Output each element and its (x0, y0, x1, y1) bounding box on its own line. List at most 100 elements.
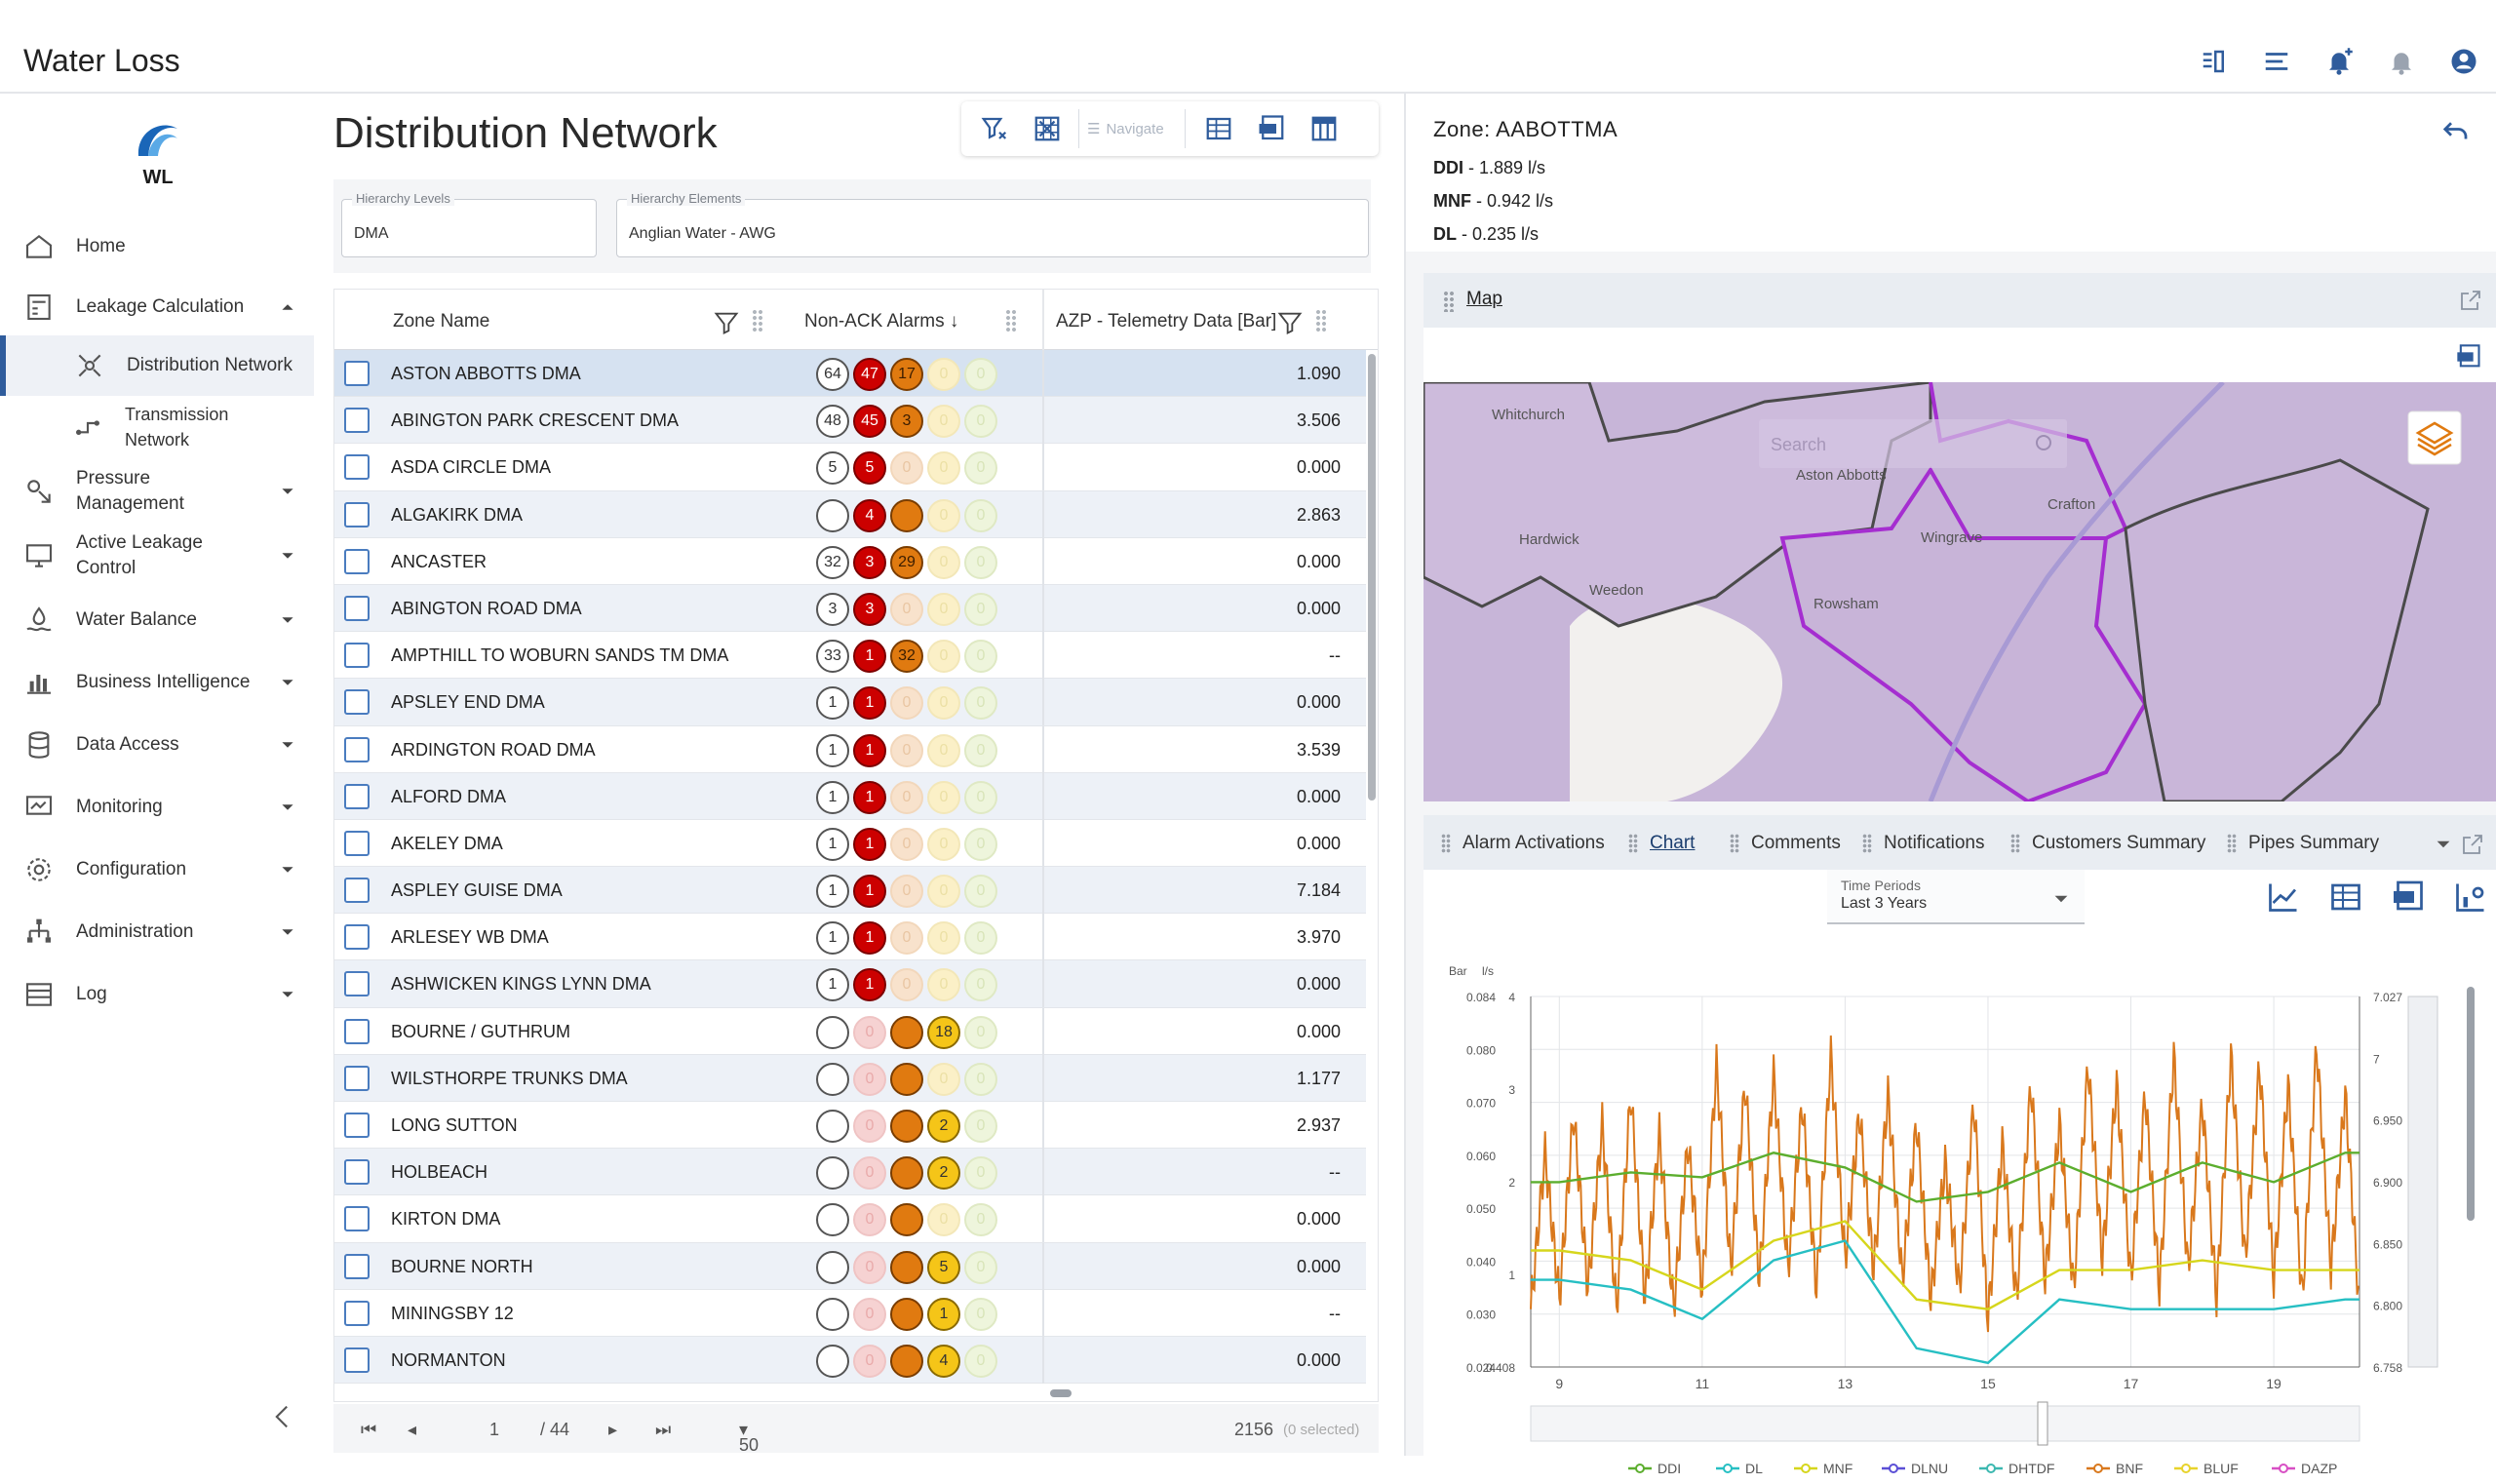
tab-alarm-activations[interactable]: Alarm Activations (1441, 833, 1605, 854)
row-checkbox[interactable] (344, 830, 370, 856)
map-tab[interactable]: Map (1466, 289, 1502, 309)
sidebar-item-business-intelligence[interactable]: Business Intelligence (0, 651, 314, 714)
row-checkbox[interactable] (344, 1206, 370, 1232)
time-series-chart[interactable]: 9 11 13 15 17 190.0840.0800.0700.0600.0500.04… (1424, 938, 2496, 1484)
row-checkbox[interactable] (344, 1300, 370, 1326)
sidebar-item-monitoring[interactable]: Monitoring (0, 776, 314, 839)
table-row[interactable]: ARLESEY WB DMA 1 1 0 0 0 3.970 (334, 914, 1366, 961)
page-size-select[interactable]: 50 ▾ (739, 1420, 760, 1455)
table-row[interactable]: ALFORD DMA 1 1 0 0 0 0.000 (334, 772, 1366, 820)
sidebar-item-active-leakage-control[interactable]: Active Leakage Control (0, 525, 314, 587)
table-row[interactable]: ARDINGTON ROAD DMA 1 1 0 0 0 3.539 (334, 725, 1366, 773)
table-row[interactable]: ASDA CIRCLE DMA 5 5 0 0 0 0.000 (334, 444, 1366, 491)
row-checkbox[interactable] (344, 643, 370, 669)
table-row[interactable]: LONG SUTTON 0 2 0 2.937 (334, 1102, 1366, 1150)
table-row[interactable]: HOLBEACH 0 2 0 -- (334, 1149, 1366, 1196)
page-number-input[interactable]: 1 (489, 1420, 500, 1439)
first-page-icon[interactable]: ⏮ (361, 1420, 377, 1439)
tab-customers-summary[interactable]: Customers Summary (2010, 833, 2205, 854)
hierarchy-elements-select[interactable]: Hierarchy Elements Anglian Water - AWG (616, 191, 1369, 257)
sidebar-item-home[interactable]: Home (0, 218, 314, 275)
row-checkbox[interactable] (344, 1347, 370, 1373)
export-pdf-button[interactable] (1252, 109, 1291, 148)
popout-icon[interactable] (2461, 833, 2484, 856)
sidebar-item-leakage-calculation[interactable]: Leakage Calculation (0, 279, 314, 335)
chevron-left-icon[interactable] (271, 1404, 292, 1429)
chart-settings-button[interactable] (2453, 879, 2488, 915)
drag-handle-icon[interactable] (1443, 291, 1455, 312)
table-row[interactable]: ABINGTON PARK CRESCENT DMA 48 45 3 0 0 3.506 (334, 397, 1366, 445)
table-row[interactable]: APSLEY END DMA 1 1 0 0 0 0.000 (334, 679, 1366, 726)
table-row[interactable]: BOURNE / GUTHRUM 0 18 0 0.000 (334, 1007, 1366, 1055)
sidebar-item-water-balance[interactable]: Water Balance (0, 589, 314, 651)
table-row[interactable]: ASTON ABBOTTS DMA 64 47 17 0 0 1.090 (334, 350, 1366, 398)
filter-icon[interactable] (713, 309, 740, 336)
layers-button[interactable] (2407, 410, 2462, 465)
table-row[interactable]: AKELEY DMA 1 1 0 0 0 0.000 (334, 819, 1366, 868)
map-search-box[interactable] (1759, 419, 2067, 468)
chart-pdf-button[interactable] (2391, 879, 2426, 915)
next-page-icon[interactable]: ▸ (608, 1420, 618, 1439)
sidebar-item-transmission-network[interactable]: Transmission Network (0, 396, 314, 458)
chart-line-button[interactable] (2266, 879, 2301, 915)
last-page-icon[interactable]: ⏭ (655, 1420, 672, 1439)
clear-filter-button[interactable] (975, 109, 1014, 148)
list-icon[interactable] (2262, 47, 2291, 76)
user-icon[interactable] (2449, 47, 2478, 76)
row-checkbox[interactable] (344, 689, 370, 716)
table-row[interactable]: NORMANTON 0 4 0 0.000 (334, 1336, 1366, 1385)
prev-page-icon[interactable]: ◂ (408, 1420, 417, 1439)
table-row[interactable]: MININGSBY 12 0 1 0 -- (334, 1289, 1366, 1337)
row-checkbox[interactable] (344, 924, 370, 951)
horizontal-scrollbar[interactable] (1050, 1389, 1072, 1397)
row-checkbox[interactable] (344, 783, 370, 809)
row-checkbox[interactable] (344, 736, 370, 762)
column-chooser-button[interactable] (1305, 109, 1344, 148)
table-row[interactable]: WILSTHORPE TRUNKS DMA 0 0 0 1.177 (334, 1054, 1366, 1102)
sidebar-item-administration[interactable]: Administration (0, 901, 314, 963)
bell-icon[interactable] (2387, 47, 2416, 76)
table-row[interactable]: ABINGTON ROAD DMA 3 3 0 0 0 0.000 (334, 584, 1366, 633)
row-checkbox[interactable] (344, 548, 370, 574)
popout-icon[interactable] (2459, 289, 2482, 312)
chevron-down-icon[interactable] (2436, 837, 2451, 852)
navigate-button[interactable]: ☰ Navigate (1078, 109, 1186, 148)
column-header-alarms[interactable]: Non-ACK Alarms ↓ (804, 311, 959, 332)
hierarchy-levels-select[interactable]: Hierarchy Levels DMA (341, 191, 597, 257)
row-checkbox[interactable] (344, 595, 370, 621)
row-checkbox[interactable] (344, 1253, 370, 1279)
table-row[interactable]: ANCASTER 32 3 29 0 0 0.000 (334, 537, 1366, 585)
time-period-select[interactable]: Time Periods Last 3 Years (1827, 870, 2085, 924)
table-row[interactable]: ALGAKIRK DMA 4 0 0 2.863 (334, 490, 1366, 538)
drag-handle-icon[interactable] (752, 309, 763, 332)
sidebar-item-log[interactable]: Log (0, 963, 314, 1026)
row-checkbox[interactable] (344, 361, 370, 386)
tab-notifications[interactable]: Notifications (1862, 833, 1985, 854)
table-row[interactable]: ASPLEY GUISE DMA 1 1 0 0 0 7.184 (334, 867, 1366, 915)
column-header-azp[interactable]: AZP - Telemetry Data [Bar] (1056, 311, 1277, 332)
filter-icon[interactable] (1276, 309, 1304, 336)
map-canvas[interactable]: Search Whitchurch Aston Abbotts Hardwick We… (1424, 382, 2496, 801)
tab-pipes-summary[interactable]: Pipes Summary (2227, 833, 2379, 854)
sidebar-item-configuration[interactable]: Configuration (0, 839, 314, 901)
table-row[interactable]: AMPTHILL TO WOBURN SANDS TM DMA 33 1 32 0 0 -- (334, 632, 1366, 680)
row-checkbox[interactable] (344, 1159, 370, 1186)
clear-selection-button[interactable] (1028, 109, 1067, 148)
row-checkbox[interactable] (344, 501, 370, 527)
row-checkbox[interactable] (344, 1065, 370, 1091)
sidebar-item-data-access[interactable]: Data Access (0, 714, 314, 776)
row-checkbox[interactable] (344, 971, 370, 997)
sidebar-item-distribution-network[interactable]: Distribution Network (0, 335, 314, 396)
table-row[interactable]: BOURNE NORTH 0 5 0 0.000 (334, 1242, 1366, 1290)
column-header-zone-name[interactable]: Zone Name (393, 311, 490, 332)
drag-handle-icon[interactable] (1005, 309, 1017, 332)
row-checkbox[interactable] (344, 454, 370, 481)
chart-excel-button[interactable] (2328, 879, 2363, 915)
row-checkbox[interactable] (344, 878, 370, 904)
sidebar-item-pressure-management[interactable]: Pressure Management (0, 460, 314, 523)
export-excel-button[interactable] (1199, 109, 1238, 148)
row-checkbox[interactable] (344, 1018, 370, 1044)
vertical-scrollbar[interactable] (1368, 354, 1376, 801)
table-row[interactable]: ASHWICKEN KINGS LYNN DMA 1 1 0 0 0 0.000 (334, 960, 1366, 1008)
table-row[interactable]: KIRTON DMA 0 0 0 0.000 (334, 1195, 1366, 1243)
